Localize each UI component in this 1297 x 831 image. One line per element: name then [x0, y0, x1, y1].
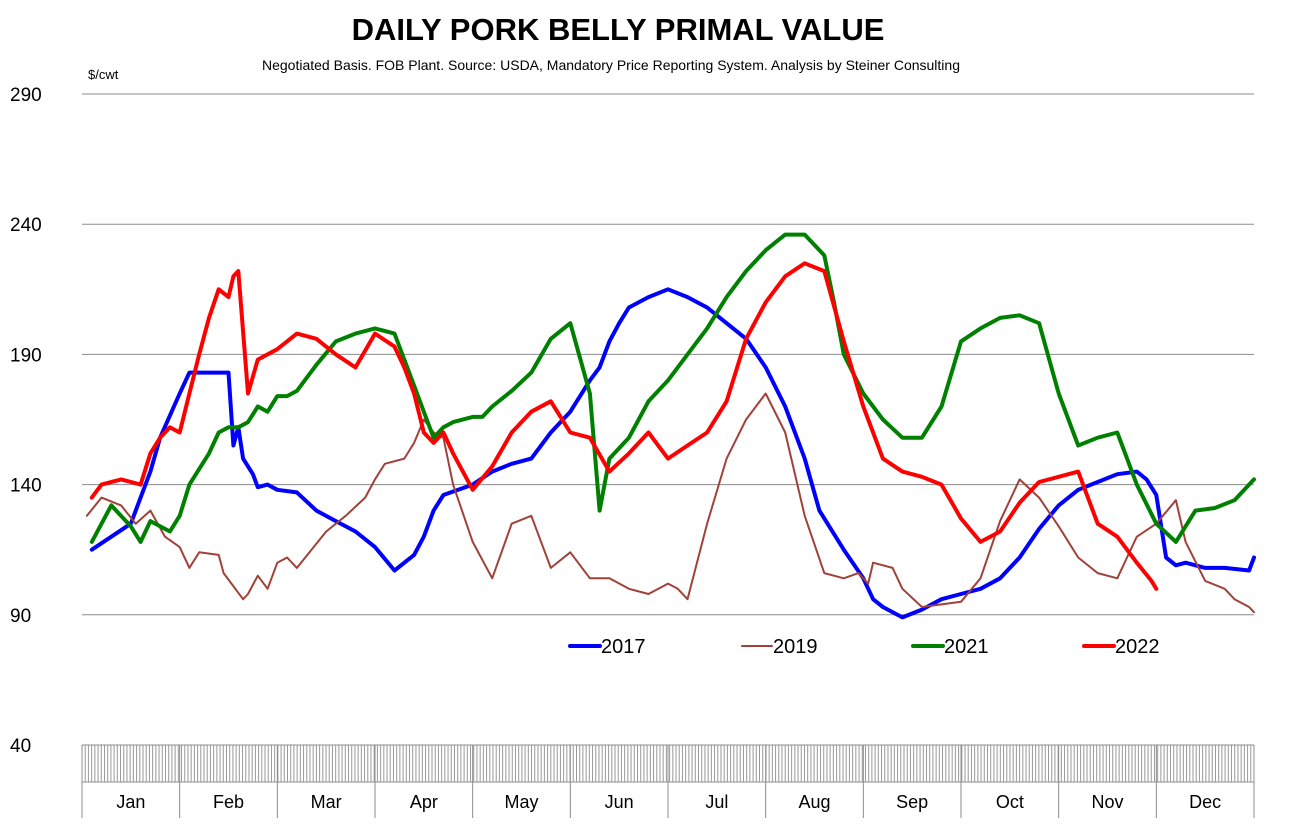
chart-title: DAILY PORK BELLY PRIMAL VALUE: [351, 12, 885, 47]
series-line-2019: [85, 392, 1255, 614]
series-line-2017: [89, 287, 1256, 620]
month-label: Apr: [410, 792, 438, 812]
month-label: Nov: [1091, 792, 1123, 812]
legend-label-2017: 2017: [601, 636, 646, 658]
month-label: Dec: [1189, 792, 1221, 812]
y-tick-label: 90: [10, 606, 31, 627]
chart-subtitle: Negotiated Basis. FOB Plant. Source: USD…: [262, 57, 960, 73]
month-label: Oct: [996, 792, 1024, 812]
series-line-2022: [89, 261, 1159, 591]
y-tick-label: 240: [10, 215, 42, 236]
legend-label-2022: 2022: [1115, 636, 1160, 658]
y-axis-unit-label: $/cwt: [88, 67, 119, 82]
month-label: Jul: [705, 792, 728, 812]
y-tick-label: 190: [10, 345, 42, 366]
month-label: Feb: [213, 792, 244, 812]
y-tick-label: 140: [10, 476, 42, 497]
month-label: Sep: [896, 792, 928, 812]
legend-label-2019: 2019: [773, 636, 818, 658]
month-label: May: [504, 792, 538, 812]
month-label: Aug: [798, 792, 830, 812]
month-label: Mar: [311, 792, 342, 812]
legend-label-2021: 2021: [944, 636, 989, 658]
y-tick-label: 40: [10, 736, 31, 757]
month-label: Jun: [605, 792, 634, 812]
month-label: Jan: [116, 792, 145, 812]
y-tick-label: 290: [10, 85, 42, 106]
series-line-2021: [89, 232, 1256, 544]
